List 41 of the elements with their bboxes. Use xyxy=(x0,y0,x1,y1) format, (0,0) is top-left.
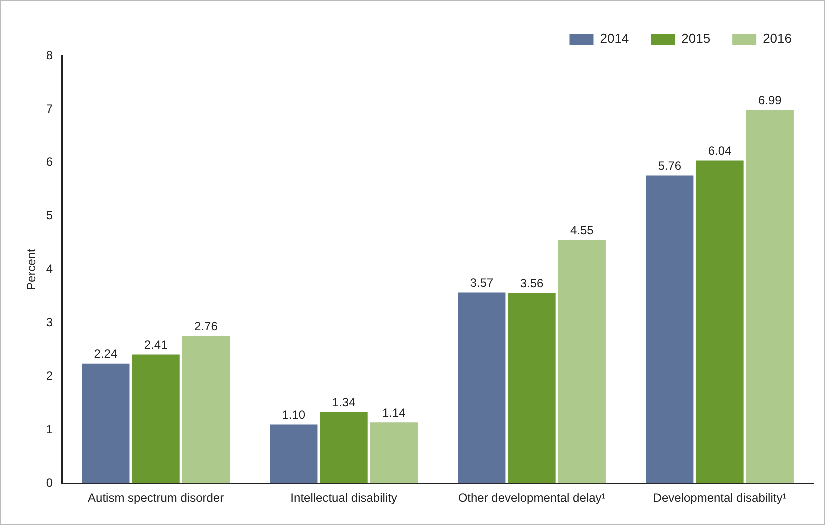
bar xyxy=(458,292,506,484)
bar xyxy=(746,110,794,484)
data-label: 2.41 xyxy=(144,338,168,352)
data-label: 2.24 xyxy=(94,347,118,362)
data-label: 1.34 xyxy=(332,395,356,410)
data-label: 6.04 xyxy=(708,144,732,158)
bar xyxy=(696,160,744,484)
bar xyxy=(132,354,180,484)
bar xyxy=(508,293,556,484)
y-tick-label: 4 xyxy=(46,262,54,276)
y-tick-label: 2 xyxy=(46,369,54,384)
data-label: 5.76 xyxy=(658,159,682,174)
y-tick-label: 6 xyxy=(46,155,54,170)
y-tick-label: 1 xyxy=(46,422,54,436)
x-tick-label: Developmental disability¹ xyxy=(653,491,787,506)
bar xyxy=(82,364,130,484)
data-label: 3.56 xyxy=(520,276,544,291)
y-tick-label: 0 xyxy=(46,476,54,490)
data-label: 2.76 xyxy=(194,319,218,334)
data-label: 6.99 xyxy=(758,93,782,108)
x-tick-label: Intellectual disability xyxy=(290,491,398,506)
bar xyxy=(558,240,606,484)
y-tick-label: 7 xyxy=(46,102,54,116)
data-label: 1.10 xyxy=(282,408,306,422)
legend-label: 2015 xyxy=(682,31,711,46)
x-tick-label: Autism spectrum disorder xyxy=(88,491,224,506)
legend-label: 2014 xyxy=(600,31,630,46)
bar xyxy=(370,422,418,484)
y-axis-title: Percent xyxy=(24,248,39,290)
bar xyxy=(320,412,368,484)
y-tick-label: 3 xyxy=(46,316,54,330)
bar xyxy=(270,424,318,484)
data-label: 3.57 xyxy=(470,276,494,290)
y-tick-label: 8 xyxy=(46,48,54,62)
x-tick-label: Other developmental delay¹ xyxy=(458,491,606,506)
bar xyxy=(646,176,694,484)
data-label: 1.14 xyxy=(382,406,406,420)
bar xyxy=(182,336,230,484)
legend-label: 2016 xyxy=(763,31,792,46)
data-label: 4.55 xyxy=(570,224,594,238)
y-tick-label: 5 xyxy=(46,208,54,223)
